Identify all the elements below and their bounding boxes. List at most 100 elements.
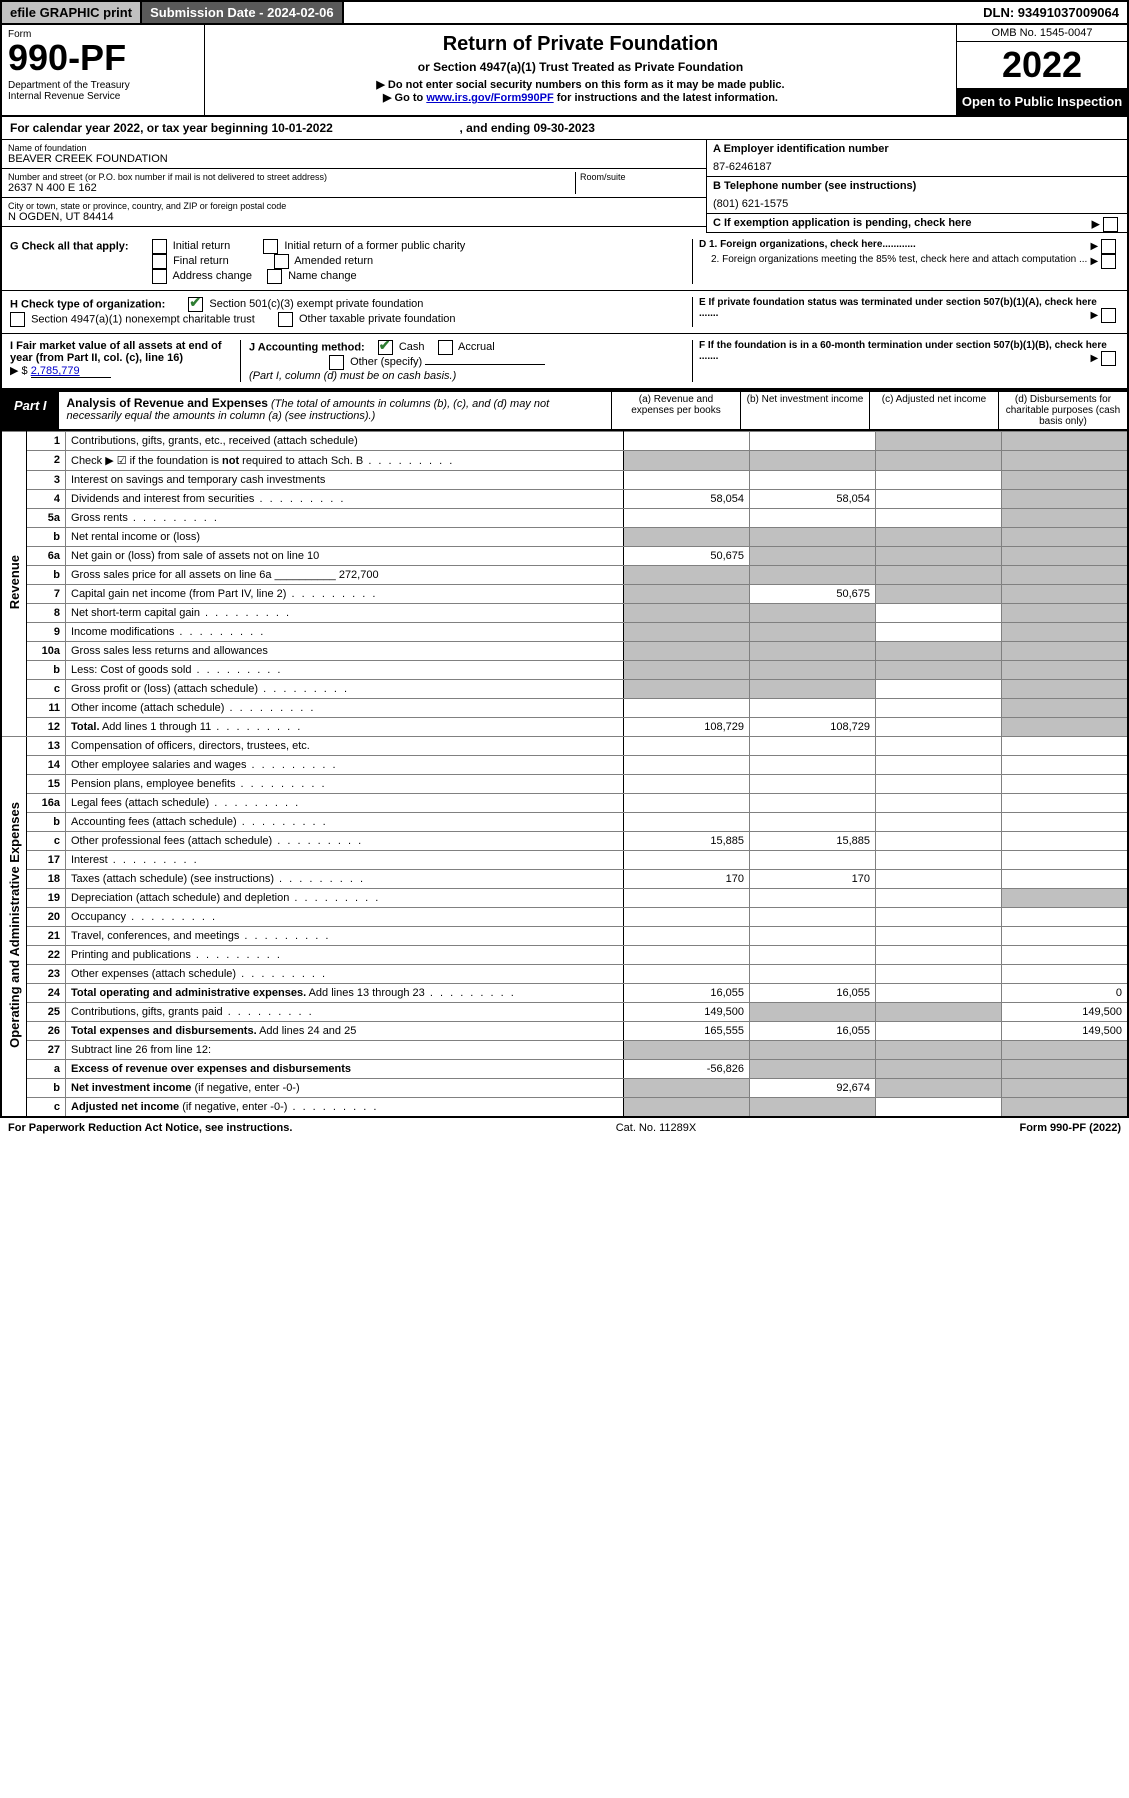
- row-desc: Adjusted net income (if negative, enter …: [66, 1098, 624, 1118]
- row-desc: Other expenses (attach schedule): [66, 965, 624, 984]
- amount-cell: [1002, 794, 1129, 813]
- amount-cell: [1002, 908, 1129, 927]
- cb-d2[interactable]: [1101, 254, 1116, 269]
- table-row: bGross sales price for all assets on lin…: [1, 566, 1128, 585]
- cb-4947[interactable]: [10, 312, 25, 327]
- part-1-header: Part I Analysis of Revenue and Expenses …: [0, 390, 1129, 431]
- fmv-link[interactable]: 2,785,779: [31, 365, 111, 378]
- amount-cell: [1002, 756, 1129, 775]
- row-desc: Other professional fees (attach schedule…: [66, 832, 624, 851]
- table-row: 21Travel, conferences, and meetings: [1, 927, 1128, 946]
- submission-date: Submission Date - 2024-02-06: [140, 2, 344, 23]
- amount-cell: 170: [624, 870, 750, 889]
- header-left: Form 990-PF Department of the Treasury I…: [2, 25, 205, 115]
- efile-label: efile GRAPHIC print: [2, 2, 140, 23]
- amount-cell: [624, 528, 750, 547]
- row-number: b: [27, 661, 66, 680]
- operating-section-label: Operating and Administrative Expenses: [1, 737, 27, 1118]
- row-number: 4: [27, 490, 66, 509]
- amount-cell: 165,555: [624, 1022, 750, 1041]
- form-header: Form 990-PF Department of the Treasury I…: [0, 25, 1129, 117]
- table-row: 5aGross rents: [1, 509, 1128, 528]
- amount-cell: [876, 623, 1002, 642]
- amount-cell: [624, 1098, 750, 1118]
- calendar-year-row: For calendar year 2022, or tax year begi…: [0, 117, 1129, 140]
- cb-501c3[interactable]: [188, 297, 203, 312]
- cb-accrual[interactable]: [438, 340, 453, 355]
- table-row: 22Printing and publications: [1, 946, 1128, 965]
- amount-cell: [750, 908, 876, 927]
- checkbox-c[interactable]: [1103, 217, 1118, 232]
- amount-cell: 149,500: [624, 1003, 750, 1022]
- form-link[interactable]: www.irs.gov/Form990PF: [426, 92, 553, 104]
- amount-cell: [876, 794, 1002, 813]
- amount-cell: [1002, 946, 1129, 965]
- table-row: 12Total. Add lines 1 through 11108,72910…: [1, 718, 1128, 737]
- part-label: Part I: [2, 392, 59, 429]
- row-desc: Taxes (attach schedule) (see instruction…: [66, 870, 624, 889]
- header-right: OMB No. 1545-0047 2022 Open to Public In…: [956, 25, 1127, 115]
- amount-cell: [876, 851, 1002, 870]
- row-desc: Total operating and administrative expen…: [66, 984, 624, 1003]
- cb-other-tax[interactable]: [278, 312, 293, 327]
- row-desc: Printing and publications: [66, 946, 624, 965]
- omb: OMB No. 1545-0047: [957, 25, 1127, 42]
- amount-cell: [624, 737, 750, 756]
- row-g: G Check all that apply: Initial return I…: [0, 233, 1129, 291]
- amount-cell: 108,729: [624, 718, 750, 737]
- row-number: 21: [27, 927, 66, 946]
- amount-cell: [876, 832, 1002, 851]
- row-number: 10a: [27, 642, 66, 661]
- cb-address[interactable]: [152, 269, 167, 284]
- cb-d1[interactable]: [1101, 239, 1116, 254]
- amount-cell: [1002, 965, 1129, 984]
- open-inspection: Open to Public Inspection: [957, 88, 1127, 115]
- amount-cell: [750, 889, 876, 908]
- amount-cell: [876, 642, 1002, 661]
- row-desc: Net gain or (loss) from sale of assets n…: [66, 547, 624, 566]
- row-number: 15: [27, 775, 66, 794]
- table-row: 25Contributions, gifts, grants paid149,5…: [1, 1003, 1128, 1022]
- amount-cell: 15,885: [624, 832, 750, 851]
- table-row: 4Dividends and interest from securities5…: [1, 490, 1128, 509]
- amount-cell: [750, 965, 876, 984]
- amount-cell: [876, 1041, 1002, 1060]
- row-number: 13: [27, 737, 66, 756]
- amount-cell: [624, 642, 750, 661]
- amount-cell: [750, 946, 876, 965]
- amount-cell: [750, 813, 876, 832]
- cb-initial-former[interactable]: [263, 239, 278, 254]
- table-row: cOther professional fees (attach schedul…: [1, 832, 1128, 851]
- amount-cell: [624, 1079, 750, 1098]
- amount-cell: [1002, 1098, 1129, 1118]
- amount-cell: [876, 509, 1002, 528]
- row-desc: Depreciation (attach schedule) and deple…: [66, 889, 624, 908]
- amount-cell: [1002, 870, 1129, 889]
- cb-name[interactable]: [267, 269, 282, 284]
- amount-cell: [624, 471, 750, 490]
- footer-mid: Cat. No. 11289X: [616, 1122, 697, 1134]
- row-number: 22: [27, 946, 66, 965]
- cb-final[interactable]: [152, 254, 167, 269]
- ein-cell: A Employer identification number 87-6246…: [707, 140, 1127, 177]
- amount-cell: [876, 680, 1002, 699]
- amount-cell: [750, 775, 876, 794]
- table-row: 8Net short-term capital gain: [1, 604, 1128, 623]
- cb-f[interactable]: [1101, 351, 1116, 366]
- form-subtitle: or Section 4947(a)(1) Trust Treated as P…: [215, 60, 946, 74]
- cb-cash[interactable]: [378, 340, 393, 355]
- amount-cell: [624, 680, 750, 699]
- foundation-name-cell: Name of foundation BEAVER CREEK FOUNDATI…: [2, 140, 706, 169]
- form-title: Return of Private Foundation: [215, 33, 946, 56]
- row-number: 25: [27, 1003, 66, 1022]
- cb-amended[interactable]: [274, 254, 289, 269]
- amount-cell: [624, 889, 750, 908]
- row-number: 20: [27, 908, 66, 927]
- table-row: cGross profit or (loss) (attach schedule…: [1, 680, 1128, 699]
- cb-initial[interactable]: [152, 239, 167, 254]
- row-number: 2: [27, 451, 66, 471]
- cb-other-acct[interactable]: [329, 355, 344, 370]
- cb-e[interactable]: [1101, 308, 1116, 323]
- table-row: Operating and Administrative Expenses13C…: [1, 737, 1128, 756]
- amount-cell: [1002, 1079, 1129, 1098]
